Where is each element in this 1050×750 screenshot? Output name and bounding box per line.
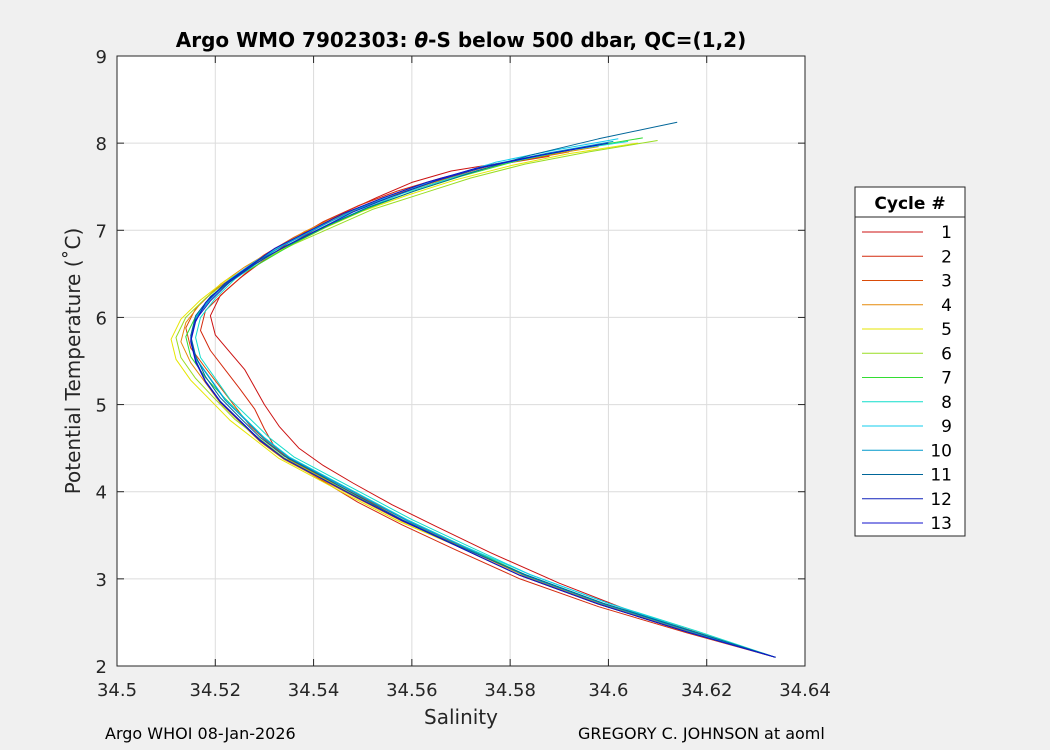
legend-label: 9	[941, 417, 952, 437]
plot-frame	[116, 55, 806, 667]
legend-label: 10	[930, 441, 952, 461]
y-tick-label: 2	[96, 657, 107, 678]
legend-title: Cycle #	[874, 194, 945, 214]
legend-box	[854, 186, 966, 537]
x-tick-label: 34.56	[386, 680, 438, 701]
y-tick-labels: 2 3 4 5 6 7 8 9	[96, 47, 107, 678]
y-tick-label: 5	[96, 396, 107, 417]
y-tick-label: 9	[96, 47, 107, 68]
legend-label: 6	[941, 344, 952, 364]
x-tick-label: 34.58	[484, 680, 536, 701]
y-tick-label: 8	[96, 134, 107, 155]
legend-label: 13	[930, 514, 952, 534]
legend-label: 5	[941, 320, 952, 340]
y-axis-label: Potential Temperature (˚C)	[61, 228, 85, 495]
x-tick-label: 34.52	[190, 680, 242, 701]
series-line-cycle-13	[190, 144, 776, 658]
y-tick-label: 7	[96, 221, 107, 242]
series-line-cycle-2	[200, 155, 776, 658]
x-tick-label: 34.6	[588, 680, 628, 701]
legend-label: 3	[941, 272, 952, 292]
x-tick-label: 34.5	[97, 680, 137, 701]
y-tick-label: 3	[96, 570, 107, 591]
x-tick-label: 34.54	[288, 680, 340, 701]
plot-area	[117, 56, 805, 666]
legend-label: 4	[941, 296, 952, 316]
x-tick-label: 34.62	[681, 680, 733, 701]
footer-author: GREGORY C. JOHNSON at aoml	[578, 724, 825, 743]
x-axis-label: Salinity	[424, 705, 498, 729]
legend-label: 12	[930, 490, 952, 510]
series-line-cycle-11	[190, 121, 776, 658]
x-tick-labels: 34.5 34.52 34.54 34.56 34.58 34.6 34.62 34.64	[97, 680, 831, 701]
axis-ticks	[116, 55, 806, 667]
legend-label: 2	[941, 247, 952, 267]
y-tick-label: 6	[96, 308, 107, 329]
legend-label: 11	[930, 466, 952, 486]
footer-source-date: Argo WHOI 08-Jan-2026	[105, 724, 296, 743]
legend-label: 7	[941, 369, 952, 389]
chart-title: Argo WMO 7902303: θ-S below 500 dbar, QC…	[176, 28, 746, 52]
legend-label: 8	[941, 393, 952, 413]
series-line-cycle-8	[195, 140, 776, 658]
y-tick-label: 4	[96, 483, 107, 504]
series-layer	[170, 121, 776, 658]
series-line-cycle-5	[170, 142, 776, 658]
x-tick-label: 34.64	[779, 680, 831, 701]
legend-label: 1	[941, 223, 952, 243]
